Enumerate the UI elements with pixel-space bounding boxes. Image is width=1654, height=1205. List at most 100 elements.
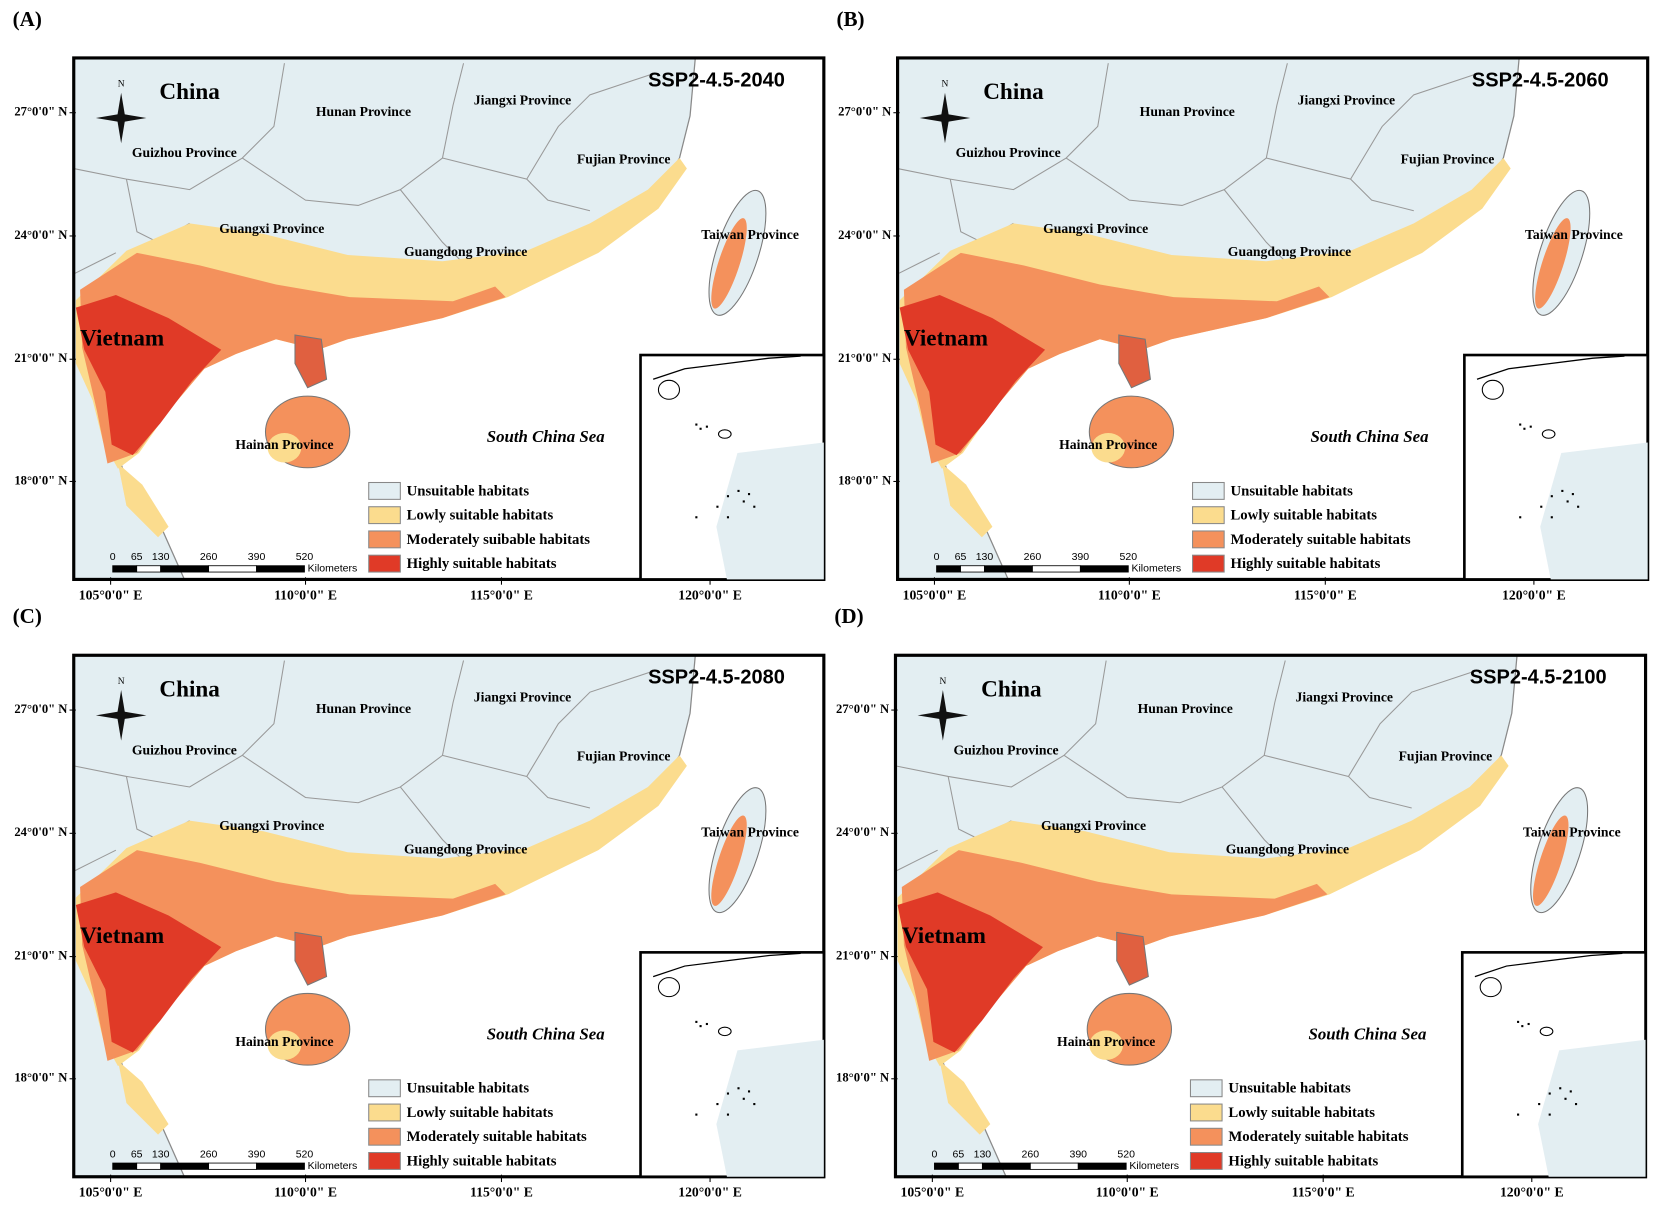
legend-label: Highly suitable habitats bbox=[1230, 556, 1380, 572]
inset-island bbox=[717, 429, 732, 439]
inset-land bbox=[1538, 1039, 1646, 1177]
scale-label: 390 bbox=[1069, 1148, 1087, 1160]
place-label: Guizhou Province bbox=[956, 145, 1061, 160]
legend-label: Unsuitable habitats bbox=[407, 1081, 530, 1097]
scale-label: 130 bbox=[152, 1148, 170, 1160]
scenario-title: SSP2-4.5-2100 bbox=[1470, 667, 1607, 689]
place-label: Guizhou Province bbox=[132, 145, 237, 160]
moderate-suitability-area bbox=[901, 850, 1328, 1061]
lon-label: 120°0'0" E bbox=[678, 587, 742, 602]
low-suitability-area bbox=[941, 463, 993, 538]
frame bbox=[72, 56, 826, 582]
lat-label: 18°0'0" N bbox=[14, 1071, 67, 1085]
lat-label: 18°0'0" N bbox=[14, 473, 67, 487]
place-label: Taiwan Province bbox=[1523, 824, 1621, 839]
legend-label: Lowly suitable habitats bbox=[407, 1105, 554, 1121]
inset-islet bbox=[737, 489, 740, 492]
lon-label: 105°0'0" E bbox=[79, 587, 143, 602]
place-label: Fujian Province bbox=[577, 151, 671, 166]
lon-label: 120°0'0" E bbox=[1500, 1185, 1564, 1200]
place-label: Guangxi Province bbox=[1043, 221, 1148, 236]
legend-label: Lowly suitable habitats bbox=[1230, 508, 1377, 524]
lon-label: 105°0'0" E bbox=[79, 1185, 143, 1200]
inset-islet bbox=[1519, 423, 1522, 426]
lon-label: 110°0'0" E bbox=[1096, 1185, 1159, 1200]
place-label: China bbox=[159, 79, 220, 105]
lon-label: 115°0'0" E bbox=[470, 587, 533, 602]
province-border bbox=[73, 63, 285, 191]
moderate-suitability-area bbox=[903, 252, 1330, 464]
legend-swatch bbox=[368, 481, 401, 500]
inset-islet bbox=[747, 493, 751, 496]
scale-label: 0 bbox=[934, 551, 940, 563]
scale-label: 520 bbox=[296, 551, 314, 563]
province-border bbox=[73, 849, 117, 872]
inset-islet bbox=[705, 425, 708, 428]
province-border bbox=[73, 660, 285, 788]
legend-label: Moderately suitable habitats bbox=[1228, 1129, 1408, 1145]
place-label: Guangxi Province bbox=[219, 818, 324, 833]
taiwan-suitable bbox=[1533, 815, 1569, 906]
province-border bbox=[442, 157, 591, 212]
place-label: Hunan Province bbox=[316, 701, 411, 716]
inset-islet bbox=[1577, 505, 1580, 508]
scale-label: 0 bbox=[110, 551, 116, 563]
inset-islet bbox=[726, 1092, 730, 1095]
lat-label: 27°0'0" N bbox=[838, 105, 891, 119]
inset-coast bbox=[652, 355, 801, 380]
inset-islet bbox=[1517, 1020, 1520, 1023]
legend-swatch bbox=[1192, 506, 1225, 525]
hainan-unsuitable bbox=[1089, 1030, 1124, 1060]
scale-label: 520 bbox=[1117, 1148, 1135, 1160]
lon-label: 110°0'0" E bbox=[274, 587, 337, 602]
lat-label: 24°0'0" N bbox=[836, 825, 889, 839]
inset-islet bbox=[1519, 516, 1522, 519]
scale-label: 520 bbox=[296, 1148, 314, 1160]
place-label: Vietnam bbox=[902, 923, 986, 949]
inset-islet bbox=[716, 505, 719, 508]
inset-islet bbox=[726, 516, 730, 519]
legend-swatch bbox=[368, 530, 401, 549]
scale-segment bbox=[160, 1162, 210, 1170]
lon-label: 110°0'0" E bbox=[1098, 587, 1161, 602]
legend-swatch bbox=[1189, 1127, 1223, 1146]
scale-segment bbox=[136, 565, 162, 573]
scale-unit: Kilometers bbox=[1131, 563, 1181, 575]
scale-segment bbox=[1077, 1162, 1127, 1170]
scale-segment bbox=[960, 565, 985, 573]
lat-label: 18°0'0" N bbox=[838, 473, 891, 487]
place-label: Guangdong Province bbox=[1226, 841, 1349, 856]
panel-label: (A) bbox=[13, 7, 42, 31]
province-border bbox=[1221, 786, 1286, 862]
legend-swatch bbox=[368, 554, 401, 573]
lat-label: 24°0'0" N bbox=[838, 228, 891, 242]
scale-label: 260 bbox=[1024, 551, 1042, 563]
scale-segment bbox=[981, 1162, 1031, 1170]
place-label: Vietnam bbox=[80, 923, 164, 949]
compass bbox=[917, 711, 969, 720]
legend-label: Moderately suitable habitats bbox=[1230, 532, 1410, 548]
inset-islet bbox=[716, 1103, 719, 1106]
province-border bbox=[897, 63, 1109, 191]
leizhou-peninsula bbox=[294, 931, 328, 986]
province-border bbox=[526, 670, 654, 777]
legend-swatch bbox=[368, 1079, 401, 1098]
province-border bbox=[442, 754, 591, 809]
inset-island bbox=[1479, 977, 1502, 998]
compass-north: N bbox=[939, 677, 946, 687]
scale-label: 390 bbox=[248, 551, 266, 563]
taiwan-suitable bbox=[711, 815, 747, 906]
moderate-suitability-area bbox=[80, 850, 506, 1061]
inset-island bbox=[1539, 1026, 1554, 1037]
inset-islet bbox=[1538, 1103, 1541, 1106]
scale-segment bbox=[256, 1162, 305, 1170]
place-label: China bbox=[159, 676, 220, 702]
legend-swatch bbox=[1192, 530, 1225, 549]
legend-label: Unsuitable habitats bbox=[1230, 483, 1353, 499]
province-border bbox=[895, 660, 1107, 788]
inset-islet bbox=[726, 1113, 730, 1116]
inset-islet bbox=[1540, 505, 1543, 508]
inset-islet bbox=[742, 500, 745, 503]
place-label: Jiangxi Province bbox=[1298, 92, 1395, 107]
